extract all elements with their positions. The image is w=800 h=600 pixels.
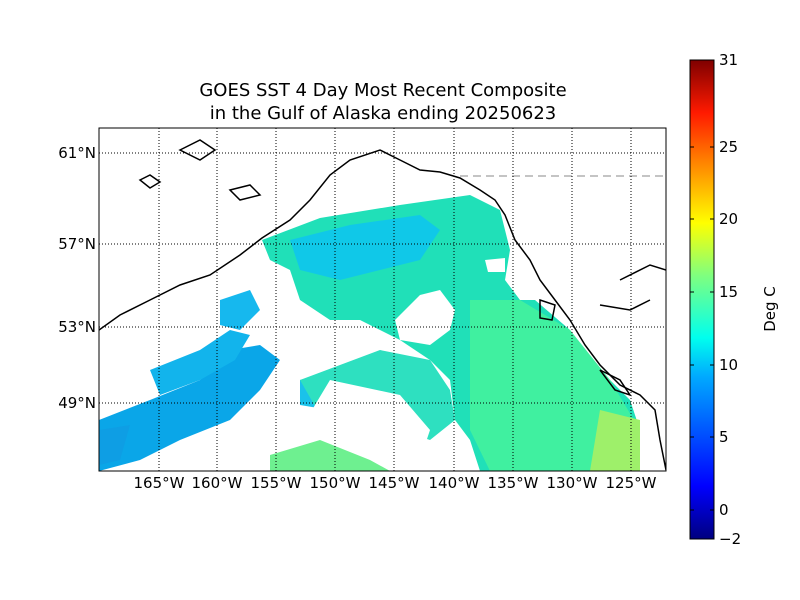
colorbar-tick-20: 20 [719, 210, 739, 228]
lon-tick-155: 155°W [250, 474, 302, 492]
colorbar [689, 59, 715, 540]
lon-tick-130: 130°W [546, 474, 598, 492]
sst-region-west-3 [220, 290, 260, 330]
lon-tick-135: 135°W [487, 474, 539, 492]
colorbar-tick-5: 5 [719, 428, 729, 446]
lon-tick-165: 165°W [133, 474, 185, 492]
colorbar-tick-31: 31 [719, 51, 739, 69]
sst-region-west-1 [99, 345, 280, 471]
sst-region-southeast-warm [590, 410, 640, 471]
colorbar-tick-15: 15 [719, 283, 739, 301]
colorbar-tick-25: 25 [719, 138, 739, 156]
sst-region-west-2 [150, 330, 250, 395]
lat-tick-61: 61°N [58, 144, 96, 162]
lon-tick-140: 140°W [428, 474, 480, 492]
map-frame [98, 127, 667, 472]
colorbar-tick-10: 10 [719, 356, 739, 374]
graticule [99, 128, 666, 471]
sst-region-west-5 [99, 425, 130, 465]
lat-tick-49: 49°N [58, 394, 96, 412]
map-title-line1: GOES SST 4 Day Most Recent Composite [199, 80, 567, 101]
lon-tick-125: 125°W [605, 474, 657, 492]
map-title-line2: in the Gulf of Alaska ending 20250623 [209, 103, 557, 124]
lon-tick-160: 160°W [191, 474, 243, 492]
cloud-gap-1 [395, 290, 455, 345]
lon-tick-150: 150°W [309, 474, 361, 492]
sst-region-south-green [270, 440, 390, 471]
lat-tick-57: 57°N [58, 235, 96, 253]
colorbar-tick-minus2: −2 [719, 530, 742, 548]
colorbar-tick-0: 0 [719, 501, 729, 519]
lon-tick-145: 145°W [368, 474, 420, 492]
sst-region-northwest [290, 215, 440, 280]
lat-tick-53: 53°N [58, 318, 96, 336]
coastline [99, 139, 666, 471]
sst-field [99, 195, 640, 471]
cloud-gap-2 [485, 258, 505, 272]
colorbar-label: Deg C [761, 286, 779, 332]
